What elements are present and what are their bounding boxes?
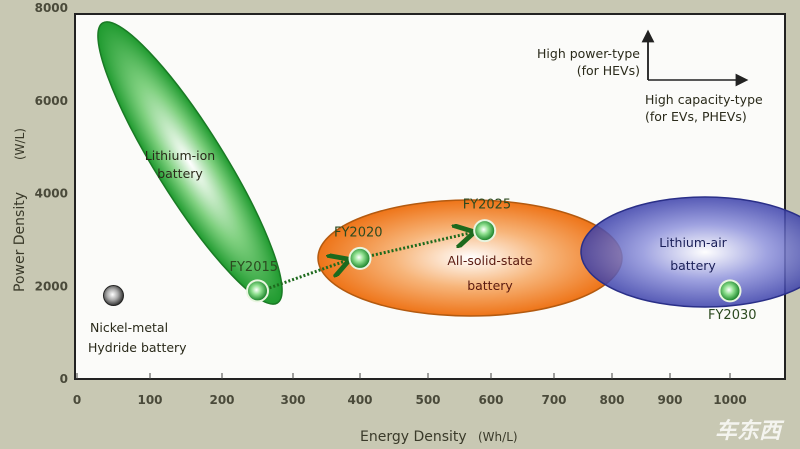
y-tick-label: 6000 <box>35 94 68 108</box>
legend-vertical-label: (for HEVs) <box>577 63 640 78</box>
nickel-label: Hydride battery <box>88 340 187 355</box>
legend: High power-type (for HEVs) High capacity… <box>537 29 763 124</box>
region-label: Lithium-ion <box>145 148 215 163</box>
x-tick-label: 500 <box>415 393 440 407</box>
region-label: Lithium-air <box>659 235 727 250</box>
milestone-point <box>348 246 372 270</box>
x-tick-label: 800 <box>599 393 624 407</box>
milestone-point <box>718 279 742 303</box>
x-tick-label: 900 <box>657 393 682 407</box>
milestone-label: FY2015 <box>230 260 279 275</box>
y-tick-label: 4000 <box>35 187 68 201</box>
x-tick-label: 700 <box>541 393 566 407</box>
region-label: battery <box>467 278 513 293</box>
legend-horizontal-label: (for EVs, PHEVs) <box>645 109 747 124</box>
region-lithium-ion <box>97 21 283 305</box>
milestone-point <box>246 279 269 303</box>
x-tick-label: 300 <box>280 393 305 407</box>
y-tick-label: 8000 <box>35 1 68 15</box>
trend-arrow <box>268 260 348 290</box>
x-tick-label: 0 <box>73 393 81 407</box>
watermark-logo: 车东西 <box>715 418 785 444</box>
region-label: battery <box>670 258 716 273</box>
x-axis-label: Energy Density <box>360 429 467 445</box>
x-tick-label: 200 <box>209 393 234 407</box>
y-axis-unit: (W/L) <box>13 128 27 160</box>
milestone-label: FY2030 <box>708 308 757 323</box>
trend-arrow <box>371 233 472 257</box>
legend-horizontal-label: High capacity-type <box>645 92 763 107</box>
region-label: battery <box>157 166 203 181</box>
region-label: All-solid-state <box>447 253 533 268</box>
milestone-point <box>473 219 497 243</box>
y-tick-label: 2000 <box>35 279 68 293</box>
y-axis-label: Power Density <box>12 192 28 292</box>
nickel-metal-hydride-point <box>103 285 124 307</box>
x-tick-label: 600 <box>478 393 503 407</box>
x-tick-label: 400 <box>347 393 372 407</box>
legend-vertical-label: High power-type <box>537 46 640 61</box>
x-tick-label: 1000 <box>713 393 746 407</box>
milestone-label: FY2025 <box>463 198 512 213</box>
x-tick-label: 100 <box>137 393 162 407</box>
nickel-label: Nickel-metal <box>90 320 168 335</box>
region-lithium-air <box>580 196 800 308</box>
x-axis-unit: (Wh/L) <box>478 430 518 444</box>
milestone-label: FY2020 <box>334 225 383 240</box>
y-tick-label: 0 <box>60 372 68 386</box>
